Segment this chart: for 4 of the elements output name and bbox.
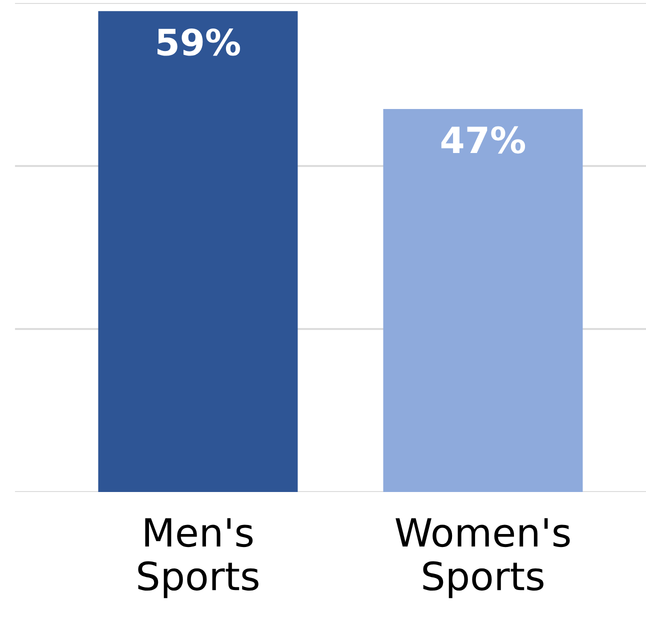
x-tick-label: Women's Sports <box>396 518 570 598</box>
x-tick-label: Men's Sports <box>138 518 258 598</box>
data-label: 59% <box>158 28 240 56</box>
data-label: 47% <box>441 126 526 154</box>
